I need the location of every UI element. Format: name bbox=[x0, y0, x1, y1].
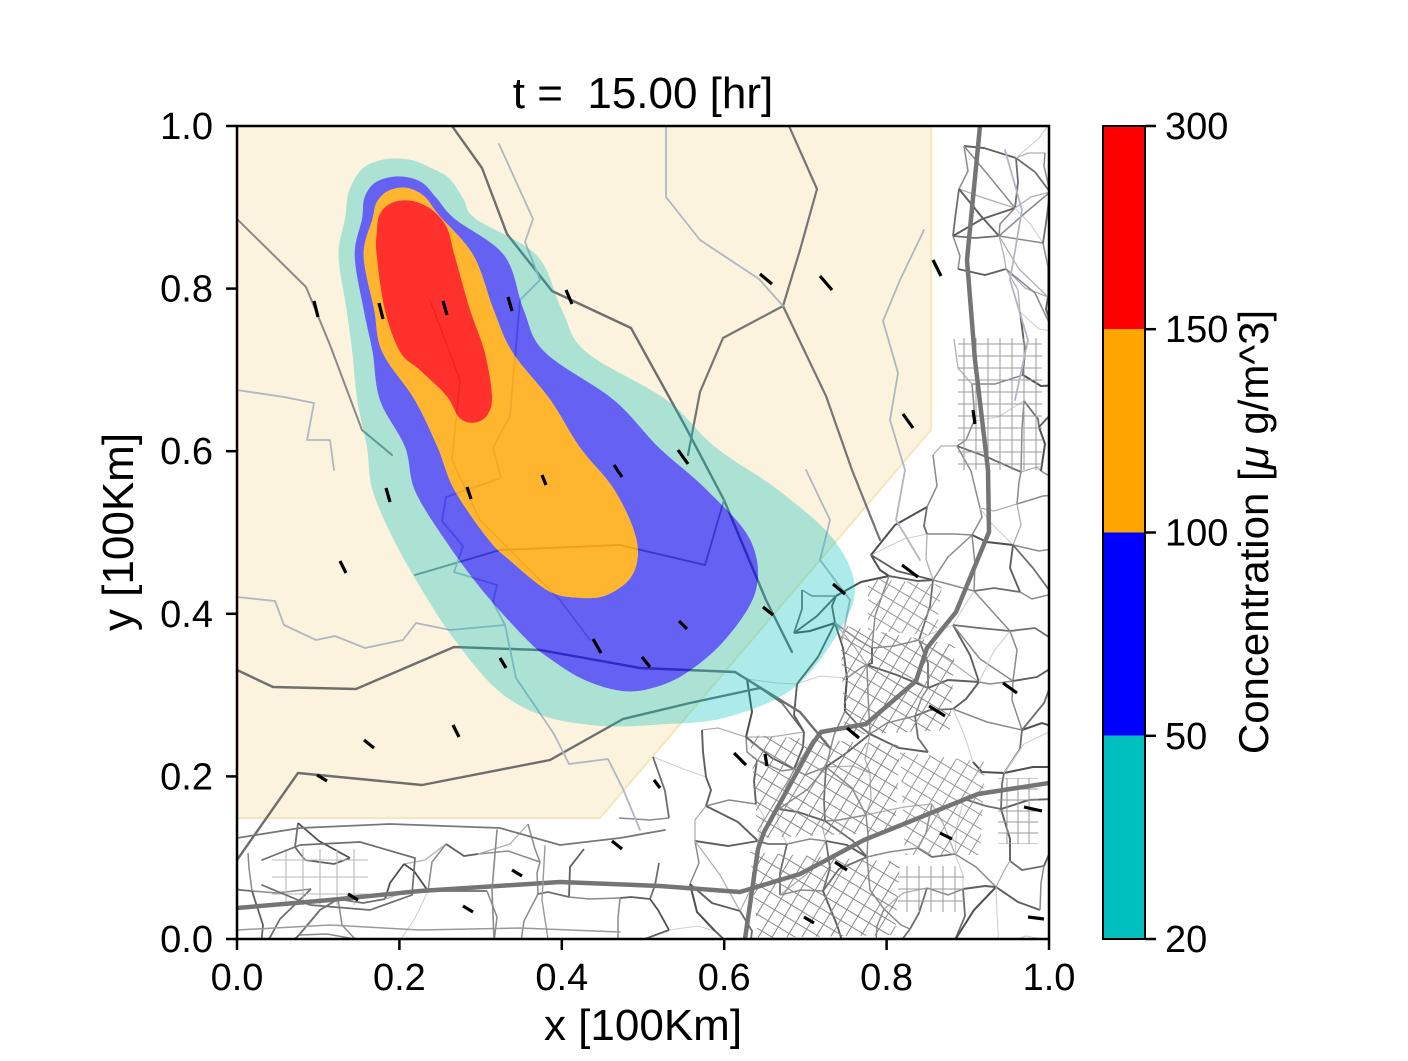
svg-text:20: 20 bbox=[1165, 919, 1207, 961]
svg-text:x [100Km]: x [100Km] bbox=[544, 1001, 742, 1050]
svg-text:0.8: 0.8 bbox=[160, 269, 213, 311]
svg-text:0.8: 0.8 bbox=[860, 957, 913, 999]
svg-text:300: 300 bbox=[1165, 106, 1228, 148]
svg-text:0.6: 0.6 bbox=[698, 957, 751, 999]
svg-text:0.0: 0.0 bbox=[160, 919, 213, 961]
svg-text:0.2: 0.2 bbox=[373, 957, 426, 999]
svg-text:50: 50 bbox=[1165, 716, 1207, 758]
svg-text:Concentration [μ g/m^3]: Concentration [μ g/m^3] bbox=[1230, 310, 1277, 754]
svg-text:1.0: 1.0 bbox=[1023, 957, 1076, 999]
svg-text:0.6: 0.6 bbox=[160, 431, 213, 473]
svg-text:0.2: 0.2 bbox=[160, 756, 213, 798]
svg-text:t = 15.00 [hr]: t = 15.00 [hr] bbox=[513, 69, 774, 118]
svg-text:0.0: 0.0 bbox=[211, 957, 264, 999]
svg-text:100: 100 bbox=[1165, 513, 1228, 555]
svg-text:150: 150 bbox=[1165, 309, 1228, 351]
svg-text:1.0: 1.0 bbox=[160, 106, 213, 148]
svg-text:y [100Km]: y [100Km] bbox=[94, 433, 143, 631]
svg-text:0.4: 0.4 bbox=[160, 594, 213, 636]
svg-text:0.4: 0.4 bbox=[535, 957, 588, 999]
